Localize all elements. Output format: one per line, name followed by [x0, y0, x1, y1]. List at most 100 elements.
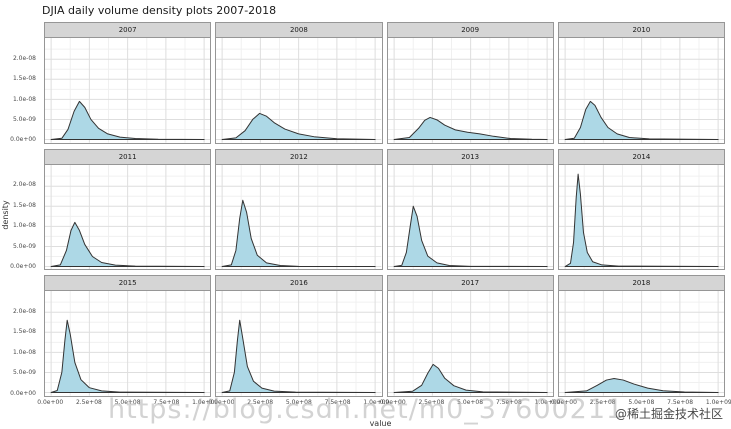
x-tick-label: 2.5e+08 — [589, 399, 616, 406]
facet-label: 2013 — [461, 152, 480, 161]
x-tick-label: 0.0e+00 — [37, 399, 64, 406]
facet-panel — [386, 164, 554, 271]
facet-strip: 2009 — [386, 22, 554, 38]
facet-label: 2007 — [118, 26, 137, 34]
y-axis-ticks: 0.0e+00 5.0e-09 1.0e-08 1.5e-08 2.0e-08 — [6, 149, 40, 271]
facet-label: 2011 — [118, 152, 137, 161]
facet-panel — [557, 164, 725, 271]
facet-label: 2009 — [461, 26, 480, 34]
x-tick-label: 7.5e+08 — [324, 399, 351, 406]
facet-panel — [386, 38, 554, 144]
y-tick-label: 0.0e+00 — [10, 136, 36, 144]
x-tick-label: 2.5e+08 — [75, 399, 102, 406]
density-plot — [388, 291, 553, 396]
facet-panel — [215, 38, 383, 144]
facet-panel — [386, 291, 554, 397]
facet-panel — [557, 38, 725, 144]
facet-strip: 2012 — [215, 148, 383, 165]
x-tick-label: 0.0e+00 — [550, 399, 577, 406]
facet-strip: 2008 — [215, 22, 383, 38]
y-tick-label: 1.5e-08 — [12, 201, 36, 209]
facet-2017: 2017 — [386, 275, 554, 397]
density-plot — [216, 38, 381, 143]
x-axis-ticks: 0.0e+00 2.5e+08 5.0e+08 7.5e+08 1.0e+09 — [380, 399, 561, 408]
facet-label: 2015 — [118, 279, 137, 288]
facet-strip: 2018 — [557, 275, 725, 292]
facet-panel — [44, 164, 212, 271]
x-tick-label: 5.0e+08 — [285, 399, 312, 406]
facet-label: 2008 — [289, 26, 308, 34]
facet-strip: 2007 — [44, 22, 212, 38]
x-axis-ticks: 0.0e+00 2.5e+08 5.0e+08 7.5e+08 1.0e+09 — [551, 399, 731, 408]
density-plot — [388, 165, 553, 270]
y-tick-label: 1.5e-08 — [12, 328, 36, 336]
x-axis-ticks-row: 0.0e+00 2.5e+08 5.0e+08 7.5e+08 1.0e+09 0.0e+… — [6, 399, 731, 408]
x-tick-label: 1.0e+09 — [192, 399, 218, 406]
facet-2011: 2011 — [44, 148, 212, 271]
x-tick-label: 7.5e+08 — [495, 399, 522, 406]
facet-2014: 2014 — [557, 148, 725, 271]
y-tick-label: 1.0e-08 — [12, 222, 36, 230]
density-plot — [45, 165, 210, 270]
x-tick-label: 5.0e+08 — [628, 399, 655, 406]
density-plot — [559, 165, 724, 270]
y-tick-label: 0.0e+00 — [10, 389, 36, 397]
facet-2015: 2015 — [44, 275, 212, 397]
facet-strip: 2015 — [44, 275, 212, 292]
y-tick-label: 5.0e-09 — [12, 369, 36, 377]
y-tick-label: 2.0e-08 — [12, 307, 36, 315]
y-tick-label: 0.0e+00 — [10, 263, 36, 271]
facet-2007: 2007 — [44, 22, 212, 144]
y-tick-label: 2.0e-08 — [12, 54, 36, 62]
y-axis-ticks: 0.0e+00 5.0e-09 1.0e-08 1.5e-08 2.0e-08 — [6, 22, 40, 144]
facet-2018: 2018 — [557, 275, 725, 397]
x-axis-ticks: 0.0e+00 2.5e+08 5.0e+08 7.5e+08 1.0e+09 — [37, 399, 218, 408]
x-tick-label: 7.5e+08 — [153, 399, 180, 406]
x-tick-label: 0.0e+00 — [208, 399, 235, 406]
y-tick-label: 5.0e-09 — [12, 242, 36, 250]
facet-strip: 2010 — [557, 22, 725, 38]
facet-2008: 2008 — [215, 22, 383, 144]
facet-panel — [215, 164, 383, 271]
x-axis-ticks: 0.0e+00 2.5e+08 5.0e+08 7.5e+08 1.0e+09 — [208, 399, 389, 408]
density-plot — [559, 38, 724, 143]
x-axis-spacer — [6, 399, 40, 408]
facet-strip: 2017 — [386, 275, 554, 292]
density-plot — [45, 291, 210, 396]
facet-strip: 2014 — [557, 148, 725, 165]
density-plot — [216, 291, 381, 396]
y-tick-label: 1.0e-08 — [12, 95, 36, 103]
facet-strip: 2013 — [386, 148, 554, 165]
x-axis-title: value — [369, 419, 392, 428]
facet-panel — [215, 291, 383, 397]
facet-label: 2017 — [461, 279, 480, 288]
x-tick-label: 1.0e+09 — [363, 399, 390, 406]
x-tick-label: 1.0e+09 — [534, 399, 561, 406]
x-tick-label: 2.5e+08 — [247, 399, 274, 406]
facet-2016: 2016 — [215, 275, 383, 397]
x-tick-label: 2.5e+08 — [418, 399, 445, 406]
y-tick-label: 5.0e-09 — [12, 116, 36, 123]
facet-label: 2010 — [632, 26, 651, 34]
y-axis-ticks: 0.0e+00 5.0e-09 1.0e-08 1.5e-08 2.0e-08 — [6, 275, 40, 397]
x-tick-label: 0.0e+00 — [379, 399, 406, 406]
facet-label: 2012 — [289, 152, 308, 161]
facet-2009: 2009 — [386, 22, 554, 144]
x-tick-label: 5.0e+08 — [457, 399, 484, 406]
facet-panel — [44, 291, 212, 397]
y-tick-label: 1.5e-08 — [12, 75, 36, 83]
facet-panel — [44, 38, 212, 144]
chart-title: DJIA daily volume density plots 2007-201… — [42, 4, 277, 17]
watermark-badge: @稀土掘金技术社区 — [614, 407, 723, 421]
facet-strip: 2016 — [215, 275, 383, 292]
density-plot — [559, 291, 724, 396]
x-tick-label: 5.0e+08 — [114, 399, 141, 406]
facet-grid: 0.0e+00 5.0e-09 1.0e-08 1.5e-08 2.0e-08 2007 2… — [6, 22, 725, 397]
facet-strip: 2011 — [44, 148, 212, 165]
x-tick-label: 1.0e+09 — [705, 399, 731, 406]
facet-2012: 2012 — [215, 148, 383, 271]
facet-label: 2014 — [632, 152, 651, 161]
y-tick-label: 1.0e-08 — [12, 348, 36, 356]
facet-label: 2016 — [289, 279, 308, 288]
